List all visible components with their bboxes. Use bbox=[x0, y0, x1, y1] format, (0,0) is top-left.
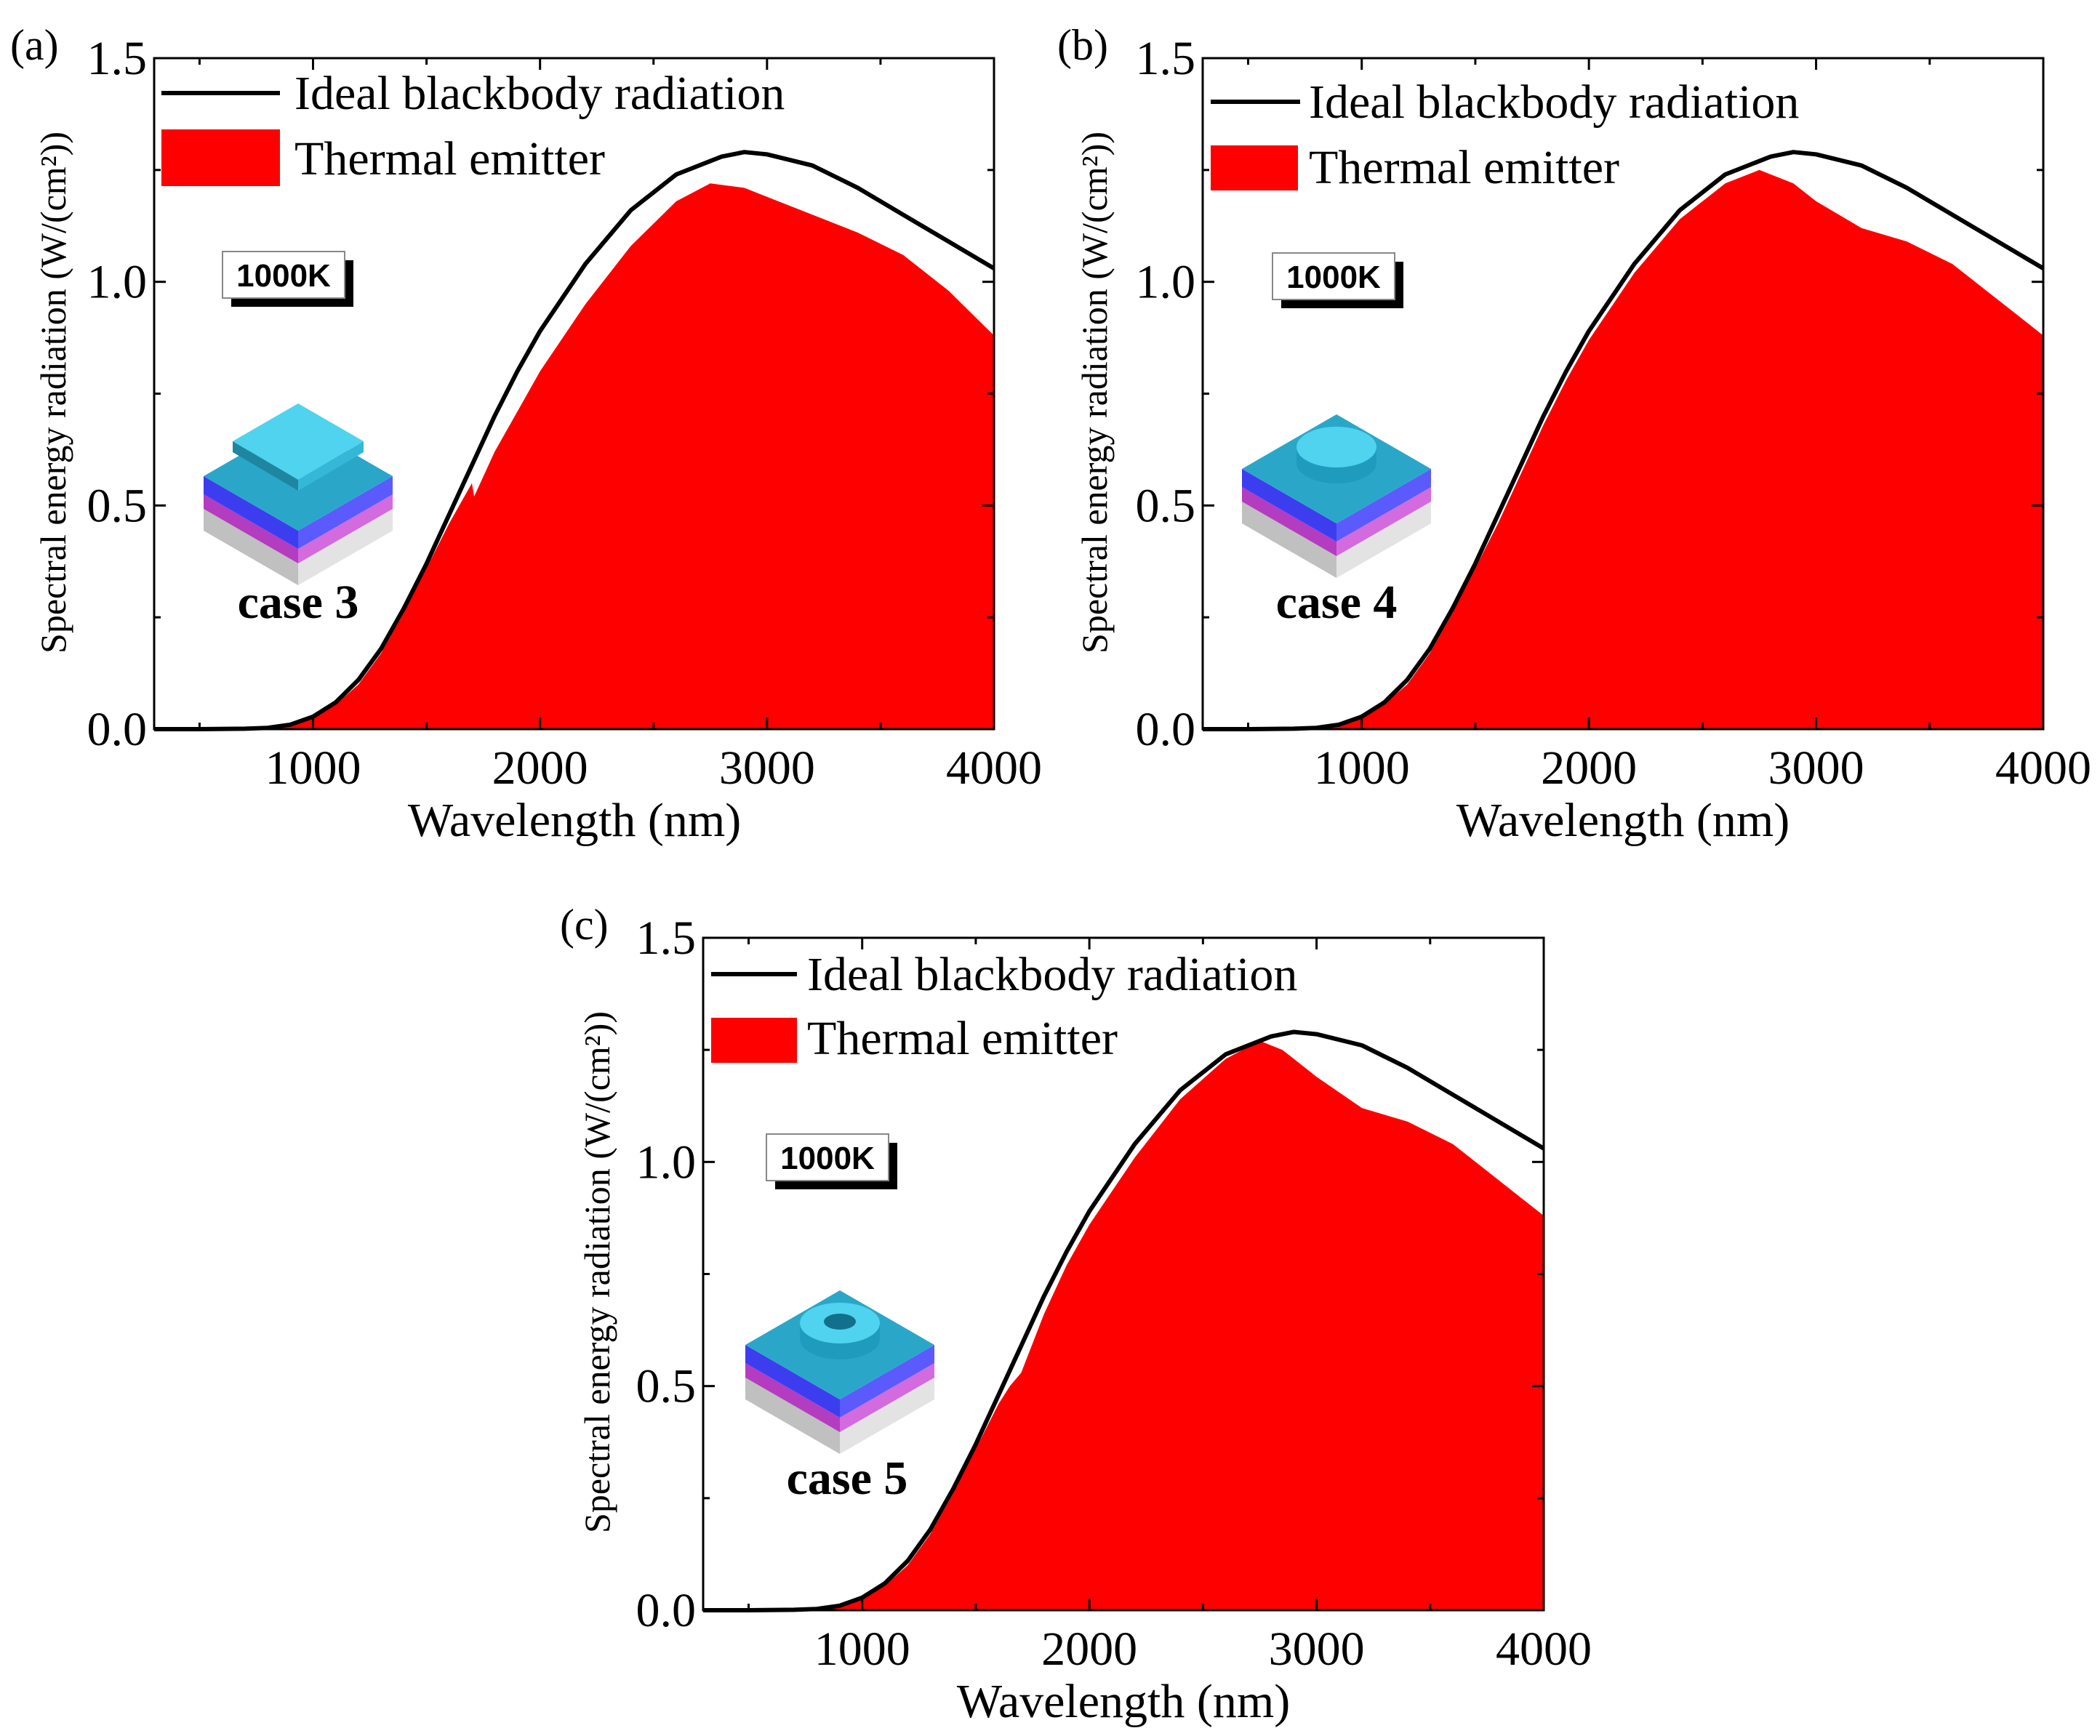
case-label: case 5 bbox=[787, 1452, 908, 1505]
legend: Ideal blackbody radiation Thermal emitte… bbox=[161, 67, 785, 186]
emitter-area bbox=[1203, 169, 2043, 730]
x-tick-label: 3000 bbox=[1768, 742, 1864, 795]
badge-box bbox=[222, 251, 345, 299]
y-tick-label: 1.5 bbox=[87, 32, 148, 85]
ring-pillar-icon bbox=[745, 1290, 934, 1454]
y-tick-label: 0.0 bbox=[636, 1584, 697, 1637]
legend-fill-swatch bbox=[711, 1018, 797, 1063]
x-tick-label: 1000 bbox=[814, 1623, 910, 1676]
plot-area: 1000 2000 3000 4000 0.0 0.5 1.0 1.5 bbox=[636, 912, 1592, 1676]
x-tick-label: 4000 bbox=[946, 742, 1042, 795]
y-tick-label: 0.5 bbox=[87, 479, 148, 532]
temperature-badge: 1000K bbox=[766, 1133, 897, 1189]
panel-label: (a) bbox=[10, 21, 59, 69]
legend-label-emitter: Thermal emitter bbox=[1309, 141, 1619, 194]
y-tick-label: 0.0 bbox=[1136, 703, 1196, 756]
panel-label: (c) bbox=[560, 901, 609, 949]
x-tick-label: 2000 bbox=[1041, 1623, 1137, 1676]
panel-c: (c) 1000 2000 3000 4000 0.0 0.5 1.0 1.5 Wavelen… bbox=[560, 901, 1592, 1728]
y-tick-label: 1.5 bbox=[1136, 32, 1196, 85]
y-axis-title: Spectral energy radiation (W/(cm²)) bbox=[577, 1011, 617, 1533]
x-tick-label: 2000 bbox=[492, 742, 588, 795]
badge-box bbox=[766, 1133, 889, 1181]
blackbody-line bbox=[1203, 150, 2045, 731]
panel-label: (b) bbox=[1057, 21, 1108, 69]
case-label: case 4 bbox=[1276, 576, 1398, 629]
legend: Ideal blackbody radiation Thermal emitte… bbox=[711, 948, 1297, 1065]
legend-label-emitter: Thermal emitter bbox=[807, 1012, 1118, 1065]
cylinder-pillar-icon bbox=[1242, 414, 1431, 578]
plot-area: 1000 2000 3000 4000 0.0 0.5 1.0 1.5 bbox=[1136, 32, 2092, 795]
legend-label-blackbody: Ideal blackbody radiation bbox=[807, 948, 1297, 1001]
x-axis-title: Wavelength (nm) bbox=[408, 794, 741, 847]
x-tick-label: 4000 bbox=[1995, 742, 2091, 795]
case-label: case 3 bbox=[238, 576, 359, 629]
y-tick-label: 0.5 bbox=[636, 1360, 697, 1413]
y-tick-label: 1.0 bbox=[636, 1136, 697, 1189]
x-tick-label: 2000 bbox=[1541, 742, 1637, 795]
legend-label-blackbody: Ideal blackbody radiation bbox=[294, 67, 785, 120]
y-tick-label: 1.0 bbox=[87, 256, 148, 309]
panel-a: (a) 1000 2000 3000 4000 0.0 0.5 1.0 1.5 Wavelen… bbox=[10, 21, 1042, 847]
legend: Ideal blackbody radiation Thermal emitte… bbox=[1211, 76, 1799, 194]
x-tick-label: 3000 bbox=[719, 742, 815, 795]
x-tick-label: 1000 bbox=[1314, 742, 1410, 795]
square-pillar-icon bbox=[204, 403, 393, 585]
x-axis-title: Wavelength (nm) bbox=[957, 1675, 1290, 1728]
x-axis-title: Wavelength (nm) bbox=[1456, 794, 1790, 847]
blackbody-line bbox=[154, 150, 995, 731]
legend-fill-swatch bbox=[1211, 145, 1298, 190]
emitter-area bbox=[703, 1040, 1544, 1610]
legend-fill-swatch bbox=[161, 129, 280, 186]
y-tick-label: 0.0 bbox=[87, 703, 148, 756]
temperature-label: 1000K bbox=[780, 1141, 875, 1176]
x-tick-label: 1000 bbox=[265, 742, 361, 795]
x-tick-label: 3000 bbox=[1269, 1623, 1365, 1676]
y-tick-label: 1.0 bbox=[1136, 256, 1196, 309]
y-axis-title: Spectral energy radiation (W/(cm²)) bbox=[33, 132, 73, 654]
y-axis-title: Spectral energy radiation (W/(cm²)) bbox=[1074, 132, 1115, 654]
temperature-badge: 1000K bbox=[1272, 252, 1403, 308]
legend-label-blackbody: Ideal blackbody radiation bbox=[1309, 76, 1799, 129]
badge-box bbox=[1272, 252, 1395, 300]
y-tick-label: 0.5 bbox=[1136, 479, 1196, 532]
temperature-label: 1000K bbox=[1286, 260, 1381, 295]
temperature-label: 1000K bbox=[236, 258, 331, 294]
plot-area: 1000 2000 3000 4000 0.0 0.5 1.0 1.5 bbox=[87, 32, 1043, 795]
legend-label-emitter: Thermal emitter bbox=[294, 132, 605, 185]
emitter-area bbox=[154, 183, 994, 730]
panel-b: (b) 1000 2000 3000 4000 0.0 0.5 1.0 1.5 Wavelen… bbox=[1057, 21, 2091, 847]
y-tick-label: 1.5 bbox=[636, 912, 697, 965]
blackbody-line bbox=[703, 1029, 1545, 1612]
temperature-badge: 1000K bbox=[222, 251, 353, 307]
x-tick-label: 4000 bbox=[1496, 1623, 1592, 1676]
